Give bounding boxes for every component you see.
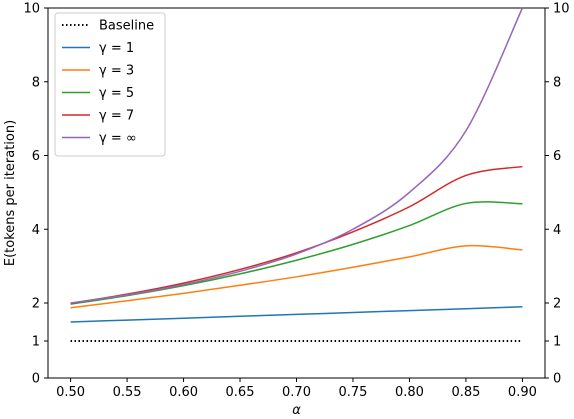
legend-label-4: γ = 7 <box>99 109 134 124</box>
y-tick-label-left: 10 <box>23 2 40 17</box>
x-tick-label: 0.75 <box>339 385 368 400</box>
x-tick-label: 0.70 <box>282 385 311 400</box>
y-tick-label-right: 4 <box>553 223 561 238</box>
x-axis-label: α <box>292 403 301 418</box>
y-tick-label-left: 8 <box>32 75 40 90</box>
y-axis-label: E(tokens per iteration) <box>3 120 18 266</box>
x-tick-label: 0.85 <box>451 385 480 400</box>
y-tick-label-right: 6 <box>553 149 561 164</box>
series-line-2 <box>70 244 523 309</box>
legend-label-2: γ = 3 <box>99 64 134 79</box>
x-tick-label: 0.60 <box>169 385 198 400</box>
y-tick-label-left: 2 <box>32 297 40 312</box>
series-line-1 <box>70 306 523 323</box>
legend: Baseline γ = 1 γ = 3 γ = 5 γ = 7 γ = ∞ <box>54 12 166 157</box>
series-line-5 <box>70 7 524 304</box>
y-tick-label-right: 2 <box>553 297 561 312</box>
y-tick-label-right: 0 <box>553 372 561 387</box>
y-tick-label-right: 10 <box>553 2 570 17</box>
legend-label-3: γ = 5 <box>99 86 134 101</box>
y-tick-label-left: 6 <box>32 149 40 164</box>
y-tick-label-left: 1 <box>32 335 40 350</box>
x-tick-label: 0.65 <box>226 385 255 400</box>
series-line-4 <box>70 165 523 305</box>
legend-box <box>54 12 166 157</box>
x-tick-label: 0.55 <box>113 385 142 400</box>
y-tick-label-left: 4 <box>32 223 40 238</box>
x-tick-label: 0.80 <box>395 385 424 400</box>
x-tick-label: 0.90 <box>508 385 537 400</box>
legend-label-5: γ = ∞ <box>99 131 137 146</box>
x-tick-label: 0.50 <box>56 385 85 400</box>
legend-label-0: Baseline <box>99 19 154 34</box>
legend-label-1: γ = 1 <box>99 41 134 56</box>
plot-area: 0.50 0.55 0.60 0.65 0.70 0.75 0.80 0.85 0.90 0 0 1 1… <box>23 2 569 401</box>
y-tick-label-right: 8 <box>553 75 561 90</box>
y-tick-label-right: 1 <box>553 335 561 350</box>
y-tick-label-left: 0 <box>32 372 40 387</box>
